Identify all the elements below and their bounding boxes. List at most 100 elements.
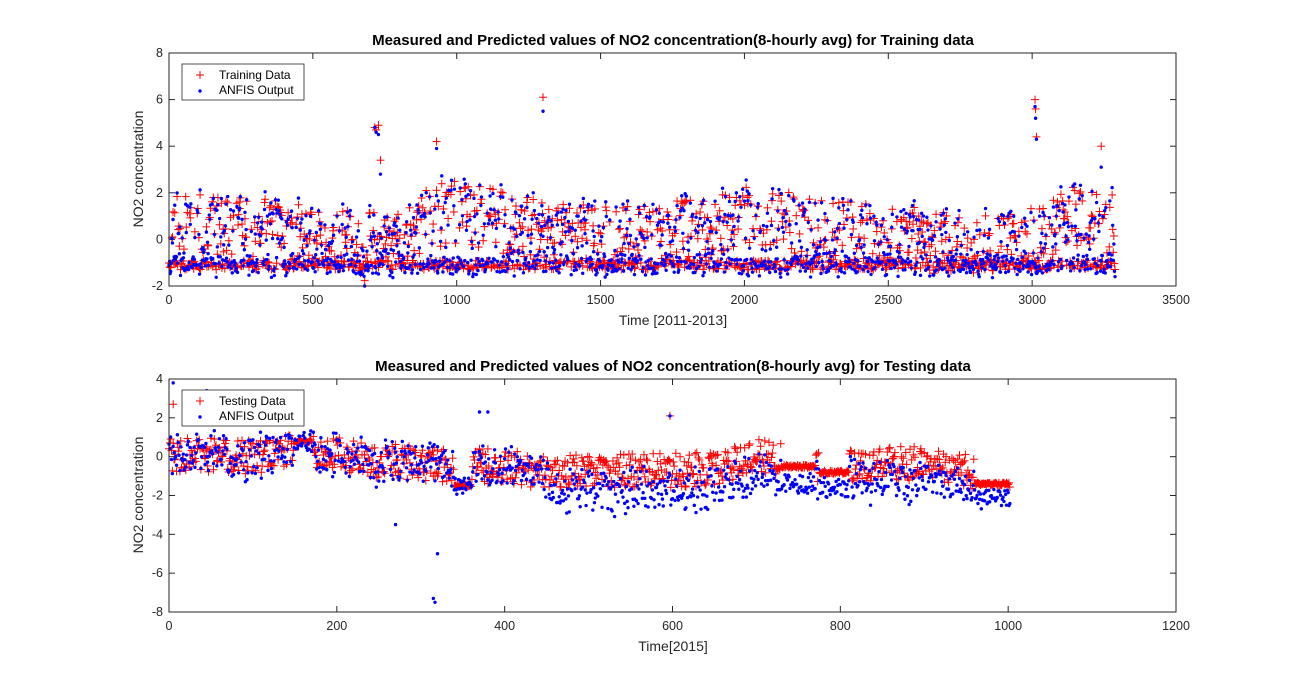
predicted-point [169,261,174,266]
testing-x-axis-label: Time[2015] [638,638,708,654]
predicted-point [344,471,348,475]
predicted-point [377,479,381,483]
predicted-point [510,466,514,470]
measured-point [589,221,598,230]
predicted-point [513,452,517,456]
predicted-point [640,269,645,274]
predicted-point [722,270,726,274]
predicted-point [375,248,379,253]
predicted-point [190,265,194,270]
y-tick-label: 6 [156,93,163,107]
measured-point [261,195,270,204]
measured-point [835,226,844,235]
predicted-point [258,430,263,434]
predicted-point [1005,243,1010,248]
predicted-point [265,257,269,262]
predicted-point [419,193,424,198]
predicted-point [636,243,640,247]
predicted-point [391,477,395,482]
predicted-point [975,250,980,255]
measured-point [557,215,566,224]
predicted-point [243,237,248,241]
predicted-point [519,478,524,483]
predicted-point [1064,234,1068,238]
predicted-point [731,213,735,217]
predicted-point [272,459,276,463]
testing-chart-title: Measured and Predicted values of NO2 con… [375,358,971,375]
predicted-point [442,474,446,478]
predicted-point [995,259,1000,264]
predicted-point [242,440,247,445]
predicted-point [464,228,469,232]
predicted-point [1059,185,1063,189]
measured-point [518,222,527,231]
predicted-point [780,267,784,271]
predicted-point [624,484,629,489]
predicted-point [969,247,973,252]
predicted-point [531,191,535,195]
predicted-point [475,256,480,261]
predicted-point [705,239,709,244]
predicted-point [467,272,471,276]
predicted-point [583,488,587,492]
predicted-point [1018,269,1022,273]
measured-point [464,182,473,191]
predicted-point [291,251,295,256]
predicted-point [645,236,649,240]
predicted-point [817,252,821,256]
predicted-point [225,260,229,264]
predicted-point [294,225,298,230]
predicted-point [399,449,404,454]
measured-point [937,237,946,246]
predicted-point [770,197,774,201]
training-legend: Training Data ANFIS Output [181,63,305,101]
measured-point [678,237,687,246]
predicted-point [238,206,242,210]
predicted-point [677,256,682,260]
predicted-point [460,214,465,218]
predicted-point [433,479,437,483]
predicted-point [547,215,551,219]
predicted-point [825,218,829,223]
predicted-point [546,467,551,471]
predicted-point [801,213,805,218]
predicted-point [549,219,553,223]
predicted-point [680,194,684,198]
predicted-point [472,214,477,219]
predicted-point [181,256,186,260]
predicted-point [432,442,436,447]
predicted-point [594,268,599,272]
predicted-point [582,210,587,214]
predicted-point [590,262,595,266]
predicted-point [177,453,181,457]
predicted-point [206,251,210,256]
predicted-point [494,226,499,231]
predicted-point [610,509,614,513]
predicted-point [215,450,220,454]
predicted-point [937,258,942,262]
measured-point [229,211,238,220]
predicted-point [626,266,630,270]
predicted-point [466,192,470,197]
predicted-point [503,269,508,274]
training-legend-dot-marker [198,89,202,93]
predicted-point [497,467,502,472]
predicted-point [537,480,541,484]
predicted-point [1031,251,1035,255]
predicted-point [776,209,780,213]
predicted-point [682,209,686,213]
predicted-point [545,245,550,250]
predicted-point [591,250,596,254]
predicted-point [670,239,675,243]
predicted-point [351,442,356,447]
predicted-point [1078,183,1083,187]
predicted-point [374,485,378,489]
predicted-point [196,210,200,215]
predicted-point [304,234,309,239]
predicted-point [411,215,416,220]
predicted-point [277,208,281,213]
predicted-point [526,260,531,265]
predicted-point [1040,231,1044,236]
predicted-point [428,441,432,445]
predicted-point [943,217,947,221]
